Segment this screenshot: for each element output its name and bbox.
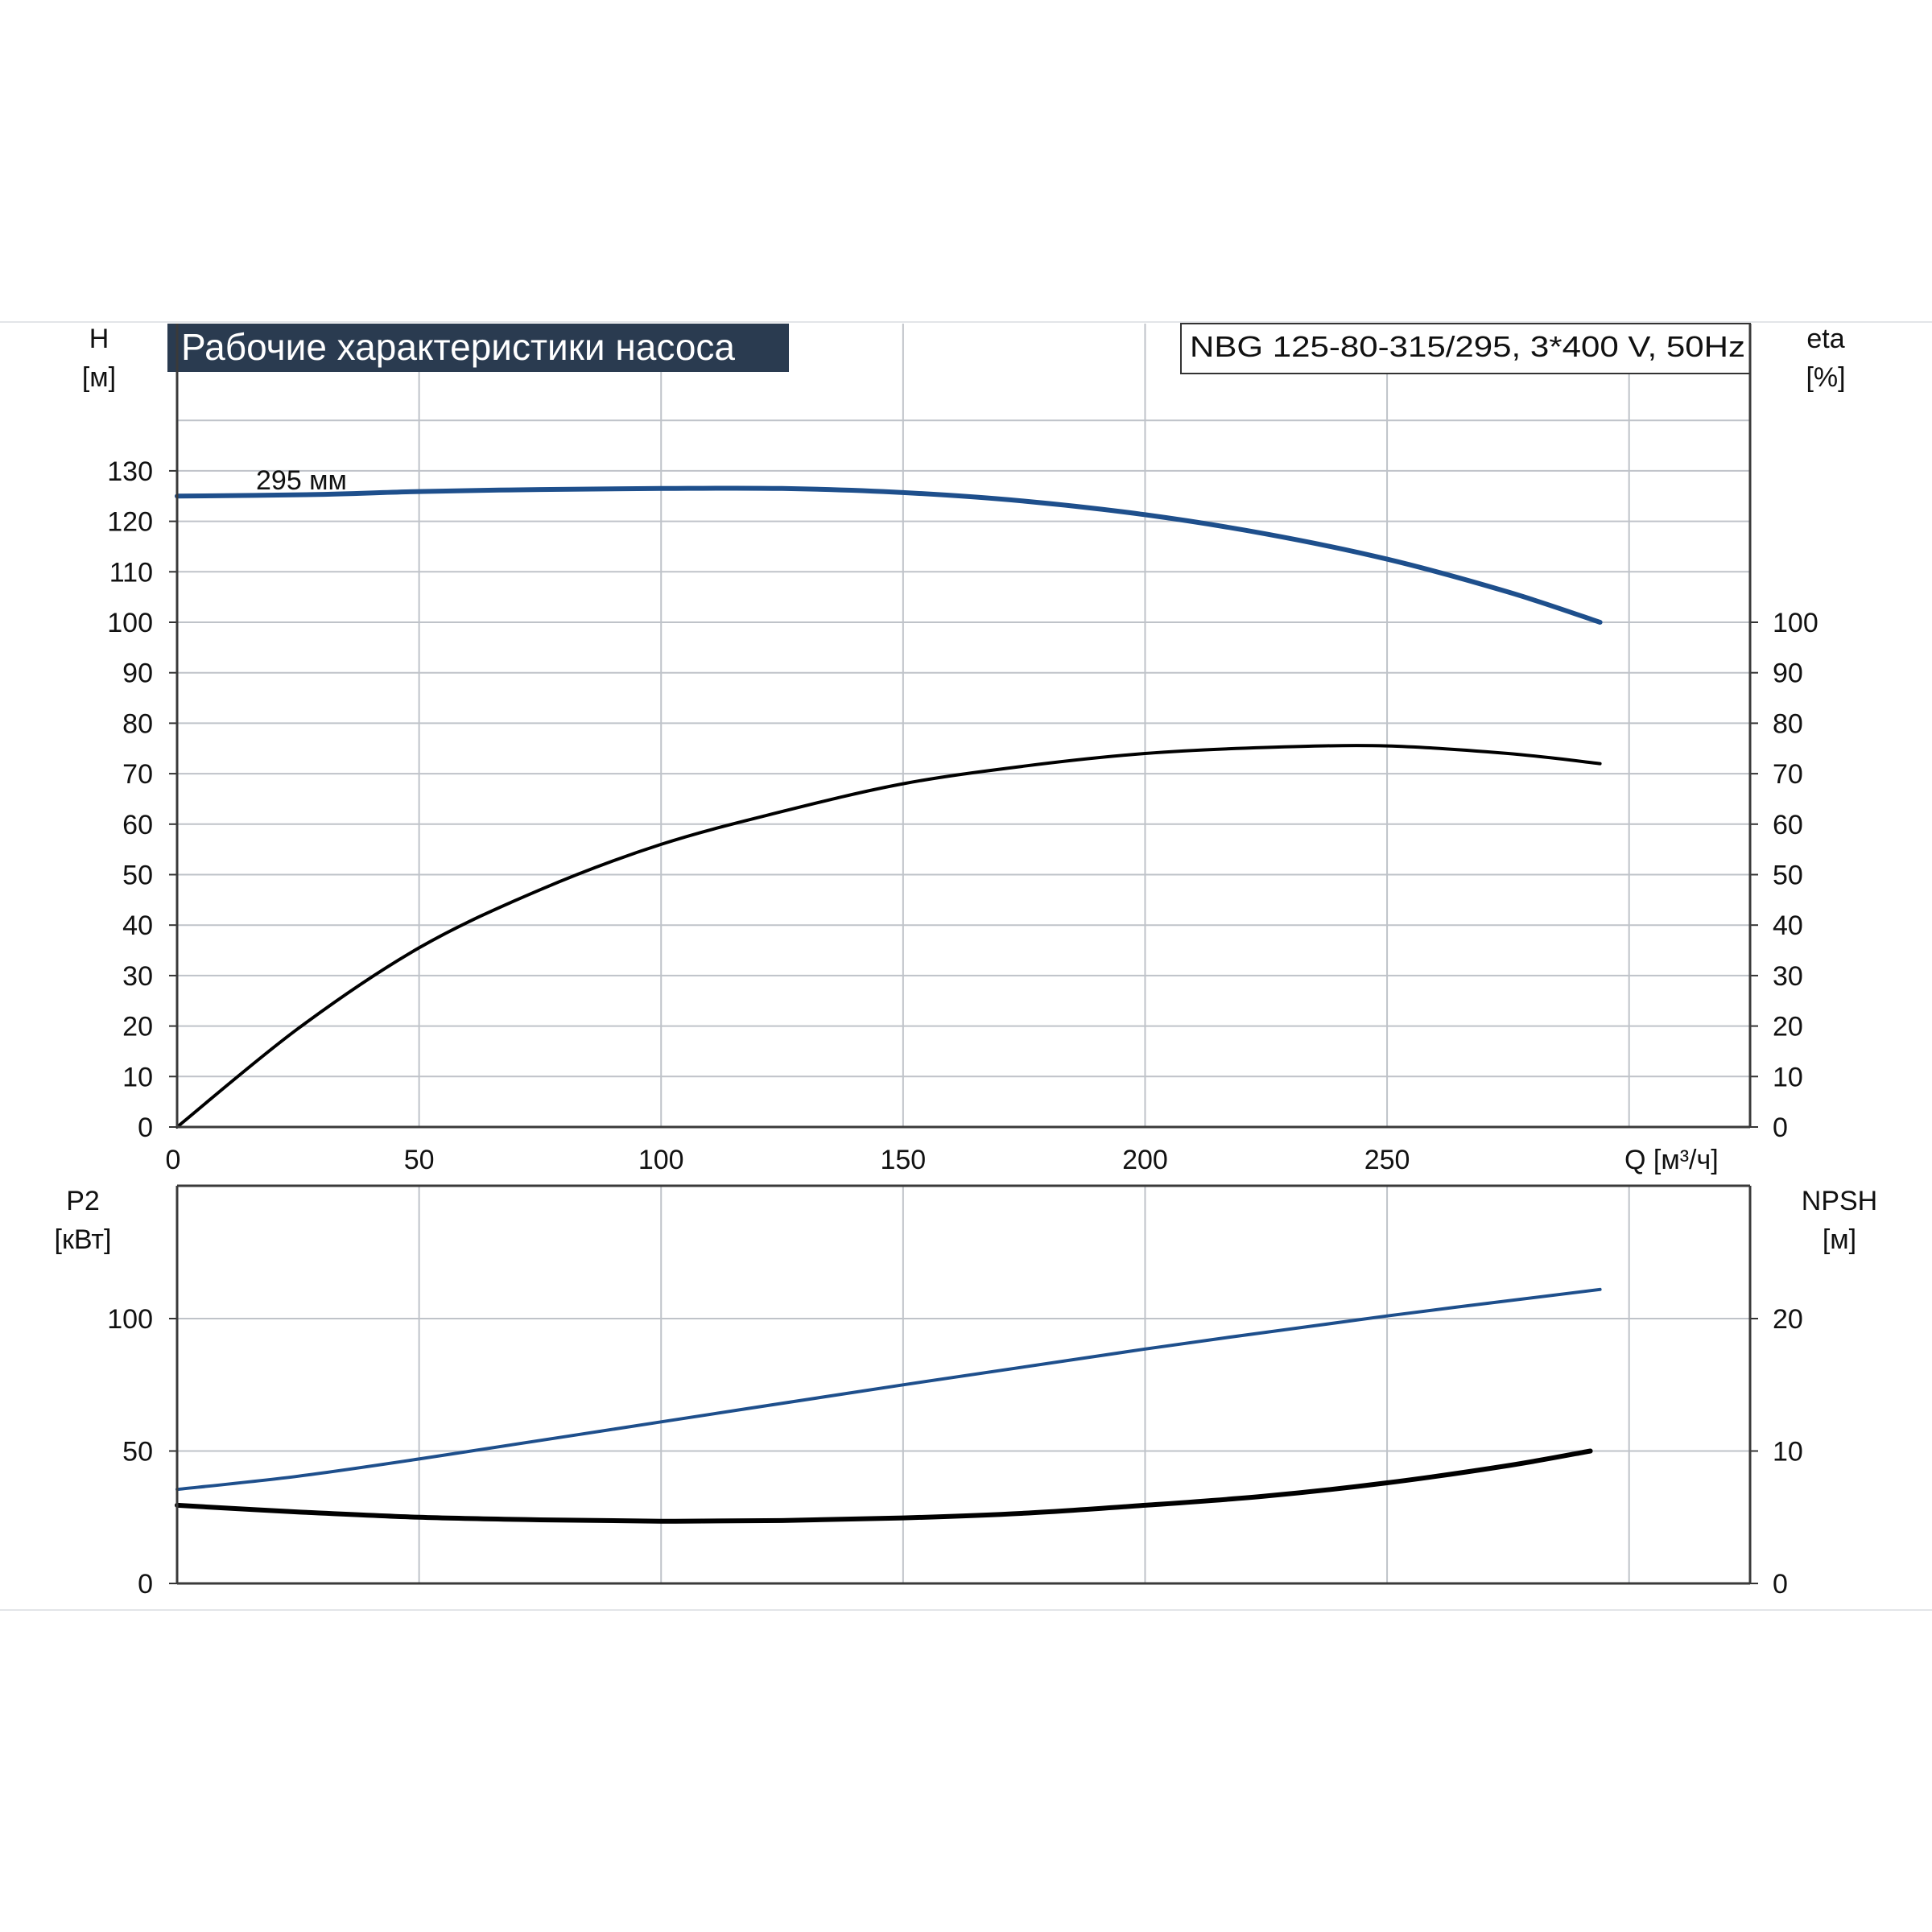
power-tick-label: 50: [122, 1437, 153, 1468]
npsh-axis-unit: [м]: [1823, 1224, 1856, 1255]
power-axis-title: P2: [66, 1186, 100, 1216]
efficiency-tick-label: 60: [1773, 810, 1803, 840]
efficiency-tick-label: 100: [1773, 608, 1818, 638]
head-tick-label: 80: [122, 708, 153, 739]
power-curve: [175, 1287, 1602, 1492]
npsh-axis-title: NPSH: [1802, 1186, 1877, 1216]
curve-annotation: 295 мм: [256, 465, 347, 496]
power-axis-unit: [кВт]: [55, 1224, 112, 1255]
efficiency-tick-label: 0: [1773, 1113, 1788, 1143]
npsh-curve: [175, 1448, 1593, 1524]
head-tick-label: 90: [122, 658, 153, 689]
efficiency-tick-label: 40: [1773, 910, 1803, 941]
efficiency-tick-label: 10: [1773, 1062, 1803, 1092]
power-tick-label: 0: [138, 1569, 153, 1600]
head-axis-title: H: [89, 324, 109, 354]
efficiency-axis-title: eta: [1806, 324, 1844, 354]
head-tick-label: 0: [138, 1113, 153, 1143]
head-axis-unit: [м]: [82, 362, 116, 393]
efficiency-curve: [175, 744, 1602, 1129]
npsh-tick-label: 0: [1773, 1569, 1788, 1600]
flow-tick-label: 150: [880, 1145, 926, 1175]
tick-labels: 0102030405060708090100110120130010203040…: [107, 456, 1818, 1600]
efficiency-tick-label: 70: [1773, 759, 1803, 790]
head-tick-label: 10: [122, 1062, 153, 1092]
flow-axis-title: Q [м³/ч]: [1624, 1145, 1719, 1175]
curves: [175, 485, 1603, 1524]
head-tick-label: 110: [109, 557, 153, 588]
npsh-tick-label: 20: [1773, 1304, 1803, 1335]
head-curve: [175, 485, 1603, 625]
efficiency-tick-label: 80: [1773, 708, 1803, 739]
top-grid: [177, 324, 1750, 1127]
chart-title: Рабочие характеристики насоса: [181, 326, 735, 368]
title-background: [167, 324, 789, 372]
flow-tick-label: 0: [166, 1145, 181, 1175]
flow-tick-label: 100: [638, 1145, 684, 1175]
npsh-tick-label: 10: [1773, 1437, 1803, 1468]
efficiency-tick-label: 90: [1773, 658, 1803, 689]
head-tick-label: 130: [107, 456, 153, 487]
head-tick-label: 70: [122, 759, 153, 790]
head-tick-label: 60: [122, 810, 153, 840]
efficiency-tick-label: 30: [1773, 961, 1803, 992]
efficiency-tick-label: 50: [1773, 861, 1803, 891]
power-tick-label: 100: [107, 1304, 153, 1335]
plot-frames: [175, 324, 1752, 1585]
head-tick-label: 50: [122, 861, 153, 891]
efficiency-axis-unit: [%]: [1806, 362, 1845, 393]
model-box: [1180, 323, 1751, 374]
bottom-grid: [177, 1186, 1750, 1583]
head-tick-label: 120: [107, 507, 153, 538]
flow-tick-label: 200: [1122, 1145, 1168, 1175]
head-tick-label: 100: [107, 608, 153, 638]
head-tick-label: 30: [122, 961, 153, 992]
head-tick-label: 20: [122, 1012, 153, 1042]
efficiency-tick-label: 20: [1773, 1012, 1803, 1042]
head-tick-label: 40: [122, 910, 153, 941]
flow-tick-label: 250: [1364, 1145, 1410, 1175]
model-label: NBG 125-80-315/295, 3*400 V, 50Hz: [1190, 330, 1745, 363]
flow-tick-label: 50: [404, 1145, 435, 1175]
